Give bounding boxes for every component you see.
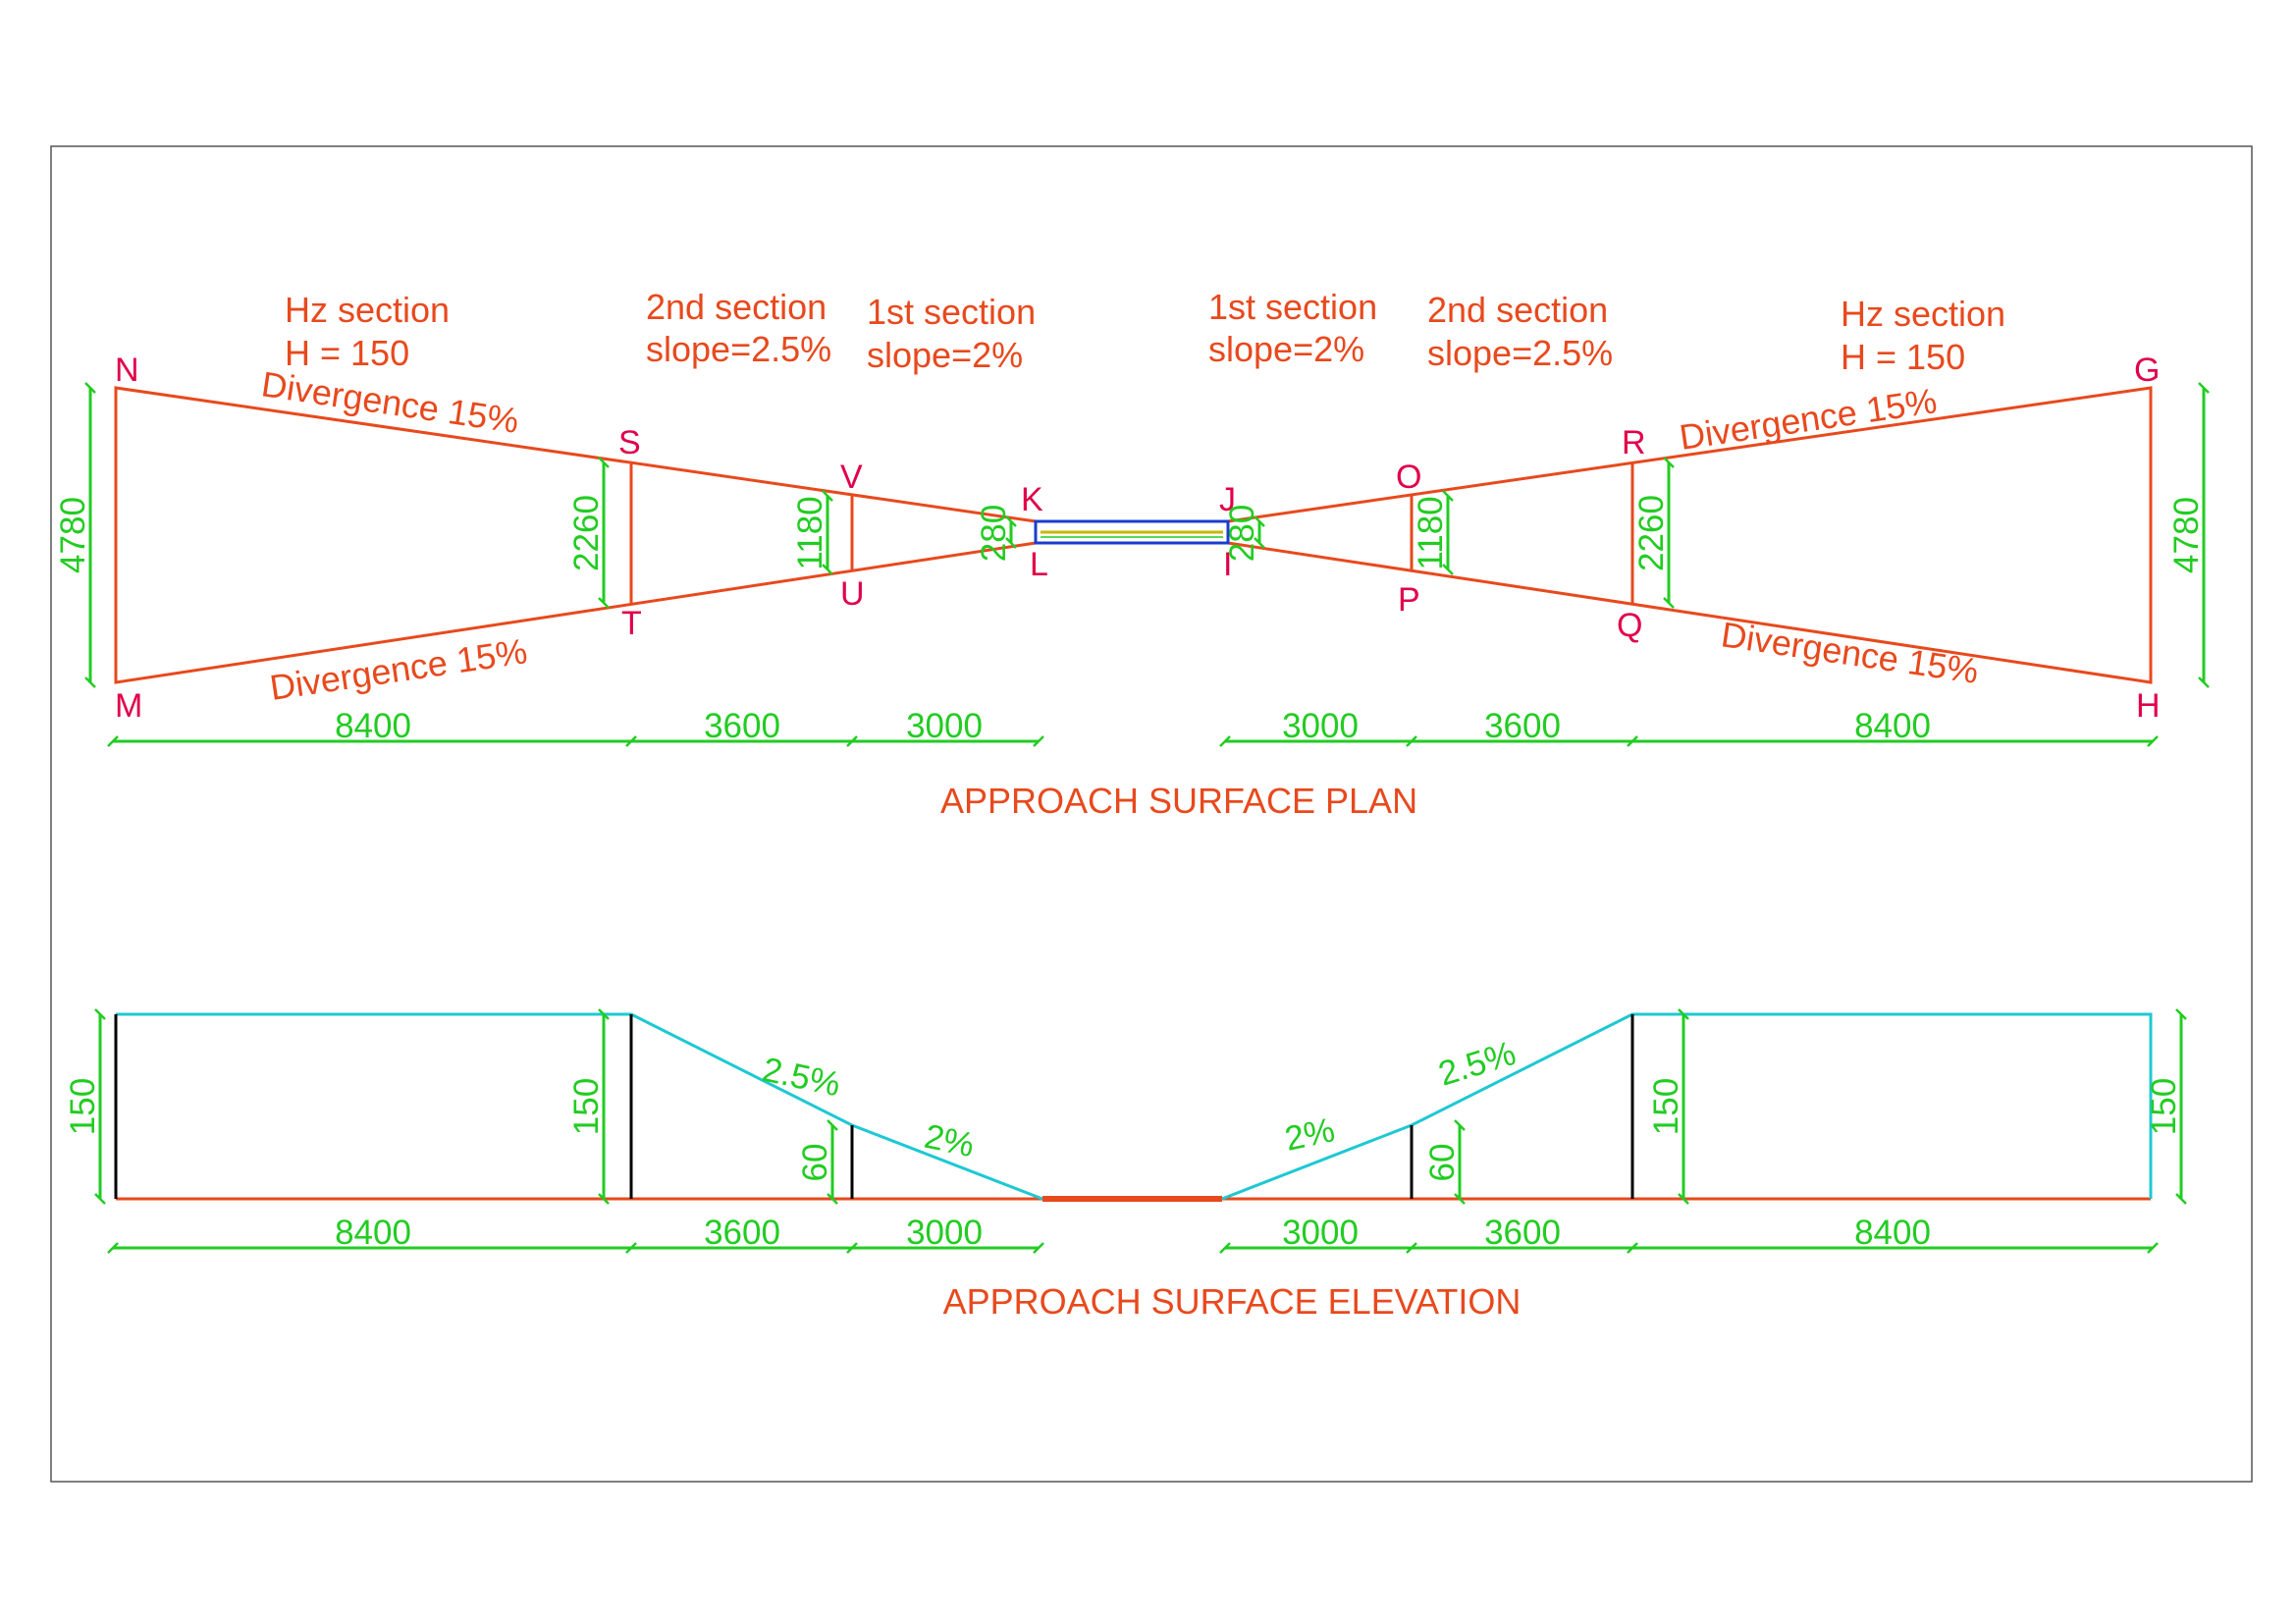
length-label-plan-left-hz: 8400 <box>335 707 411 745</box>
plan-right-outline <box>1227 386 2153 684</box>
point-label-m: M <box>115 687 142 725</box>
plan-title: APPROACH SURFACE PLAN <box>940 781 1417 821</box>
divergence-label-right-top: Divergence 15% <box>1677 380 1939 458</box>
width-label-left-outer: 4780 <box>54 497 92 573</box>
runway-strip <box>1034 519 1230 545</box>
length-label-elevation-left-second: 3600 <box>704 1214 780 1252</box>
height-label-right-second: 150 <box>1647 1078 1685 1135</box>
elevation-view: 2.5% 2% 2% 2.5% 150 150 60 60 150 150 84… <box>64 1008 2187 1322</box>
right-first-section-label: 1st section <box>1208 287 1377 327</box>
point-label-g: G <box>2134 352 2160 389</box>
divergence-label-right-bottom: Divergence 15% <box>1719 614 1981 691</box>
left-hz-section-label: Hz section <box>285 290 450 330</box>
length-label-plan-right-second: 3600 <box>1484 707 1561 745</box>
left-second-section-label: 2nd section <box>646 287 827 327</box>
width-label-right-second: 2260 <box>1632 495 1671 571</box>
length-label-elevation-right-first: 3000 <box>1282 1214 1359 1252</box>
point-label-o: O <box>1396 459 1421 496</box>
height-label-right-first: 60 <box>1423 1144 1462 1182</box>
point-label-h: H <box>2136 687 2161 725</box>
point-label-k: K <box>1021 481 1043 518</box>
point-label-s: S <box>618 424 641 461</box>
height-label-left-second: 150 <box>567 1078 606 1135</box>
point-label-p: P <box>1398 581 1420 619</box>
point-label-v: V <box>840 459 863 496</box>
drawing-frame <box>50 145 2253 1483</box>
length-label-plan-left-second: 3600 <box>704 707 780 745</box>
length-label-elevation-left-hz: 8400 <box>335 1214 411 1252</box>
left-hz-height-label: H = 150 <box>285 333 409 373</box>
elevation-left-profile <box>116 1012 1043 1201</box>
width-label-left-inner: 280 <box>975 505 1013 562</box>
elevation-right-profile <box>1221 1012 2153 1201</box>
right-hz-section-label: Hz section <box>1841 294 2005 334</box>
length-label-plan-right-first: 3000 <box>1282 707 1359 745</box>
width-label-right-inner: 280 <box>1223 505 1261 562</box>
elevation-title: APPROACH SURFACE ELEVATION <box>943 1281 1522 1322</box>
length-label-elevation-right-hz: 8400 <box>1854 1214 1931 1252</box>
length-label-elevation-left-first: 3000 <box>906 1214 983 1252</box>
width-label-right-outer: 4780 <box>2167 497 2206 573</box>
length-label-plan-left-first: 3000 <box>906 707 983 745</box>
height-label-right-outer: 150 <box>2145 1078 2183 1135</box>
left-first-section-label: 1st section <box>867 292 1036 332</box>
right-second-slope-label: slope=2.5% <box>1427 333 1613 373</box>
slope-label-left-second: 2.5% <box>759 1051 843 1105</box>
point-label-n: N <box>115 352 139 389</box>
divergence-label-left-bottom: Divergence 15% <box>267 630 529 708</box>
plan-left-outline <box>114 386 1037 684</box>
width-label-left-first: 1180 <box>791 496 829 569</box>
plan-view: Hz section H = 150 2nd section slope=2.5… <box>54 287 2210 821</box>
point-label-u: U <box>840 575 865 613</box>
point-label-i: I <box>1223 546 1232 583</box>
height-label-left-first: 60 <box>796 1144 834 1182</box>
point-label-q: Q <box>1617 607 1642 644</box>
point-label-j: J <box>1219 481 1236 518</box>
point-label-t: T <box>621 605 642 642</box>
right-hz-height-label: H = 150 <box>1841 337 1965 377</box>
width-label-right-first: 1180 <box>1412 496 1450 569</box>
point-label-l: L <box>1030 546 1048 583</box>
slope-label-right-second: 2.5% <box>1434 1034 1521 1094</box>
width-label-left-second: 2260 <box>567 495 606 571</box>
point-label-r: R <box>1622 424 1646 461</box>
divergence-label-left-top: Divergence 15% <box>259 363 521 441</box>
length-label-plan-right-hz: 8400 <box>1854 707 1931 745</box>
left-first-slope-label: slope=2% <box>867 335 1023 375</box>
left-second-slope-label: slope=2.5% <box>646 329 831 369</box>
slope-label-right-first: 2% <box>1282 1110 1339 1159</box>
right-first-slope-label: slope=2% <box>1208 329 1364 369</box>
slope-label-left-first: 2% <box>921 1117 978 1165</box>
height-label-left-outer: 150 <box>64 1078 102 1135</box>
length-label-elevation-right-second: 3600 <box>1484 1214 1561 1252</box>
right-second-section-label: 2nd section <box>1427 290 1608 330</box>
